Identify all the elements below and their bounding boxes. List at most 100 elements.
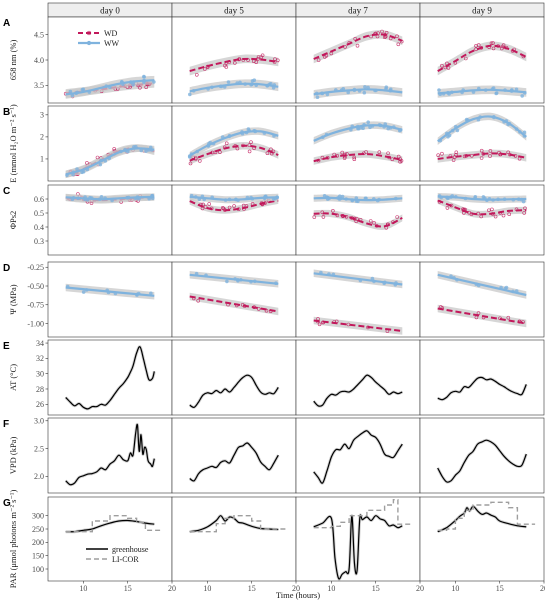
data-point-WD	[501, 213, 506, 218]
y-axis-title: Ψ (MPa)	[8, 284, 18, 314]
data-point-WD	[491, 46, 496, 51]
fit-line-WW	[65, 79, 155, 96]
data-point-WD	[232, 204, 236, 208]
confidence-ribbon	[437, 196, 527, 218]
data-point-WD	[247, 149, 252, 154]
data-point-WD	[196, 298, 200, 303]
greenhouse-line	[437, 505, 527, 533]
data-point-WD	[396, 42, 401, 47]
x-tick-label: 20	[168, 584, 176, 593]
x-tick-label: 10	[203, 584, 211, 593]
data-point-WW	[455, 128, 460, 133]
y-tick-label: 0.5	[34, 209, 44, 218]
data-point-WD	[488, 149, 493, 153]
y-tick-label: 0.6	[34, 195, 44, 204]
fit-line-WD	[437, 152, 527, 160]
data-point-WD	[345, 152, 349, 156]
y-tick-label: 2.0	[34, 472, 44, 481]
data-point-WW	[144, 149, 148, 153]
data-point-WD	[493, 214, 498, 219]
confidence-ribbon	[313, 121, 403, 145]
legend-licor-label: LI-COR	[112, 555, 139, 564]
greenhouse-line	[437, 439, 527, 483]
panel-B-2	[171, 105, 297, 182]
greenhouse-line	[313, 430, 403, 484]
data-point-WD	[95, 155, 100, 160]
confidence-ribbon	[437, 41, 527, 76]
data-point-WW	[98, 162, 103, 167]
fit-line-WW	[189, 130, 279, 157]
strip-label: day 9	[472, 6, 492, 16]
panel-F-2	[171, 417, 297, 494]
panel-D-1	[47, 261, 173, 338]
y-axis-title: VPD (kPa)	[8, 437, 18, 475]
y-tick-label: 200	[32, 538, 44, 547]
data-point-WW	[437, 88, 441, 92]
strip-label: day 7	[348, 6, 368, 16]
row-D: D Ψ (MPa) -0.25 -0.50 -0.75 -1.00	[3, 261, 545, 338]
data-point-WD	[112, 147, 116, 151]
confidence-ribbon	[313, 30, 403, 64]
data-point-WD	[352, 155, 357, 160]
fit-line-WD	[437, 307, 527, 325]
fit-line-WW	[437, 88, 527, 95]
data-point-WD	[340, 150, 345, 155]
y-tick-label: -0.50	[27, 282, 44, 291]
row-F: F VPD (kPa) 2.0 2.5 3.0	[3, 417, 545, 494]
data-point-WD	[203, 205, 208, 209]
fit-line-WW	[313, 88, 403, 96]
fit-line-WW	[65, 286, 155, 297]
fit-line-WD	[313, 153, 403, 163]
licor-step-line	[65, 515, 164, 533]
greenhouse-line	[189, 442, 279, 482]
data-point-WD	[491, 41, 495, 45]
data-point-WD	[377, 150, 382, 154]
fit-line-WD	[189, 295, 279, 313]
confidence-ribbon	[437, 149, 527, 163]
data-point-WD	[233, 61, 237, 65]
data-point-WD	[320, 210, 325, 215]
data-point-WD	[342, 156, 347, 160]
panel-D-4	[419, 261, 545, 338]
y-tick-label: 3	[40, 111, 44, 120]
y-tick-label: 150	[32, 551, 44, 560]
data-point-WD	[440, 63, 444, 68]
data-point-WW	[494, 91, 499, 96]
data-point-WD	[331, 209, 335, 213]
fit-line-WD	[189, 199, 279, 212]
data-point-WD	[198, 159, 202, 163]
legend-WW-label: WW	[104, 39, 120, 48]
data-point-WD	[390, 157, 395, 161]
row-A: A 658 nm (%) 3.5 4.0 4.5	[3, 16, 545, 104]
data-point-WD	[352, 157, 357, 161]
fit-line-WD	[313, 33, 403, 60]
data-point-WD	[395, 34, 399, 39]
data-point-WD	[506, 315, 511, 320]
y-tick-label: 3.0	[34, 417, 44, 426]
data-point-WD	[395, 215, 400, 219]
data-point-WW	[81, 290, 86, 294]
day-strips: day 0 day 5 day 7 day 9	[47, 2, 545, 18]
data-point-WD	[316, 58, 321, 62]
panel-E-2	[171, 339, 297, 416]
greenhouse-line	[189, 374, 279, 408]
panel-E-3	[295, 339, 421, 416]
greenhouse-line	[437, 376, 527, 401]
y-tick-label: 3.5	[34, 81, 44, 90]
panel-letter: C	[3, 186, 10, 197]
y-axis-title: ΦPs2	[8, 211, 18, 230]
data-point-WW	[366, 120, 371, 124]
data-point-WD	[479, 156, 484, 160]
data-point-WD	[221, 206, 225, 210]
y-tick-label: 0.3	[34, 237, 44, 246]
panel-letter: B	[3, 107, 10, 118]
greenhouse-line	[313, 374, 403, 407]
y-tick-label: 4.0	[34, 56, 44, 65]
data-point-WD	[522, 211, 527, 215]
data-point-WD	[451, 158, 456, 162]
data-point-WD	[506, 150, 511, 155]
y-tick-label: 300	[32, 511, 44, 520]
fit-line-WD	[437, 44, 527, 72]
y-axis-title: AT (°C)	[8, 364, 18, 391]
